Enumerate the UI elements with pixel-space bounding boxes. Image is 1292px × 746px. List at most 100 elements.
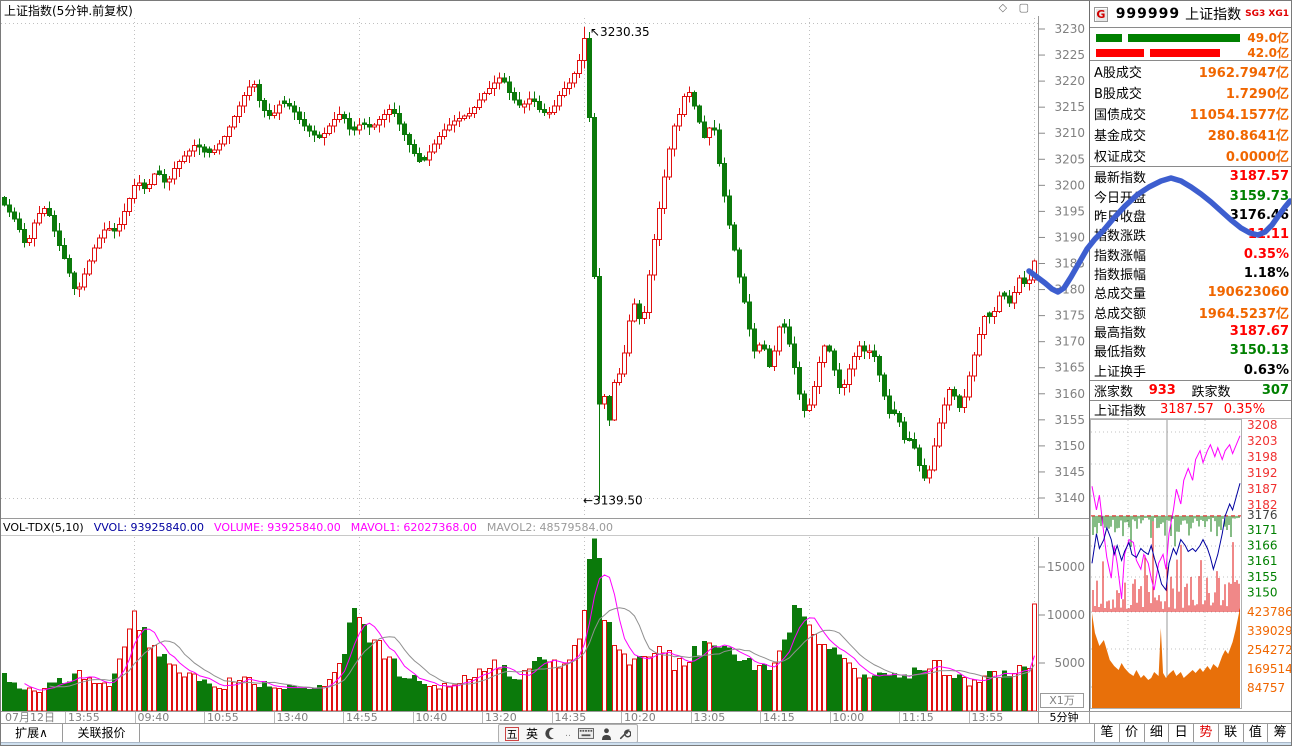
buy-sell-strength-bars: 49.0亿 42.0亿 xyxy=(1090,28,1291,61)
chart-corner-icons[interactable]: ◇ ▢ xyxy=(998,1,1033,14)
svg-text:3205: 3205 xyxy=(1054,152,1085,166)
row-label: 昨日收盘 xyxy=(1094,209,1147,225)
moon-icon[interactable] xyxy=(545,727,558,740)
stat-row: 今日开盘 3159.73 xyxy=(1090,187,1291,206)
stock-name: 上证指数 xyxy=(1185,7,1242,23)
row-value: 0.63% xyxy=(1243,362,1289,378)
svg-text:3192: 3192 xyxy=(1247,466,1278,480)
svg-text:3166: 3166 xyxy=(1247,539,1278,553)
row-value: 11.11 xyxy=(1247,227,1289,243)
svg-text:84757: 84757 xyxy=(1247,681,1285,695)
panel-tab-筹[interactable]: 筹 xyxy=(1267,724,1291,743)
svg-text:3215: 3215 xyxy=(1054,100,1085,114)
svg-text:←3139.50: ←3139.50 xyxy=(583,494,643,508)
mini-chart-pct: 0.35% xyxy=(1223,402,1266,417)
stat-row: 上证换手 0.63% xyxy=(1090,361,1291,380)
axis-time-label: 10:40 xyxy=(412,712,482,724)
stat-row: 最高指数 3187.67 xyxy=(1090,322,1291,342)
axis-time-label: 13:05 xyxy=(690,712,760,724)
row-value: 0.0000亿 xyxy=(1225,150,1289,165)
svg-text:3140: 3140 xyxy=(1054,491,1085,505)
panel-tab-势[interactable]: 势 xyxy=(1193,724,1218,743)
panel-tab-日[interactable]: 日 xyxy=(1168,724,1193,743)
svg-text:3171: 3171 xyxy=(1247,523,1278,537)
svg-text:3176: 3176 xyxy=(1247,508,1278,522)
wrench-icon[interactable] xyxy=(619,728,632,740)
row-label: 总成交量 xyxy=(1094,287,1147,303)
ime-wubi-button[interactable]: 五 xyxy=(505,726,519,741)
turnover-row: 国债成交 11054.1577亿 xyxy=(1090,104,1291,123)
indicator-label-4: MAVOL2: 48579584.00 xyxy=(486,521,614,534)
volume-chart[interactable]: 15000 10000 5000 xyxy=(1,537,1089,711)
mini-chart-name: 上证指数 xyxy=(1094,404,1147,419)
svg-text:3187: 3187 xyxy=(1247,482,1278,496)
stat-row: 指数涨跌 11.11 xyxy=(1090,225,1291,244)
axis-time-label: 14:55 xyxy=(343,712,412,724)
volume-indicator-header: VOL-TDX(5,10) VVOL: 93925840.00 VOLUME: 93… xyxy=(1,518,1089,536)
person-icon[interactable] xyxy=(601,727,612,740)
row-value: 190623060 xyxy=(1207,285,1289,301)
stock-tags: SG3 XG1 xyxy=(1245,9,1289,19)
svg-text:3170: 3170 xyxy=(1054,335,1085,349)
status-bar: 扩展∧ 关联报价 五 英 ‥ 笔价细日势联值筹 xyxy=(1,723,1291,743)
panel-tab-价[interactable]: 价 xyxy=(1118,724,1144,743)
row-label: 权证成交 xyxy=(1094,150,1147,165)
turnover-row: A股成交 1962.7947亿 xyxy=(1090,62,1291,81)
panel-tab-笔[interactable]: 笔 xyxy=(1094,724,1119,743)
row-value: 3187.57 xyxy=(1229,169,1289,185)
buy-bar-segment xyxy=(1096,33,1122,42)
svg-text:3182: 3182 xyxy=(1247,498,1278,512)
panel-tab-联[interactable]: 联 xyxy=(1217,724,1243,743)
stat-row: 昨日收盘 3176.46 xyxy=(1090,206,1291,225)
svg-text:3150: 3150 xyxy=(1247,585,1278,599)
panel-view-tabs: 笔价细日势联值筹 xyxy=(1094,724,1291,743)
volume-unit-label: X1万 xyxy=(1040,693,1084,708)
stat-row: 最低指数 3150.13 xyxy=(1090,341,1291,361)
ime-lang-button[interactable]: 英 xyxy=(526,727,539,741)
svg-text:3203: 3203 xyxy=(1247,434,1278,448)
indicator-label-1: VVOL: 93925840.00 xyxy=(93,521,205,534)
g-badge-button[interactable]: G xyxy=(1094,6,1108,22)
keyboard-icon[interactable] xyxy=(578,728,595,739)
indicator-label-2: VOLUME: 93925840.00 xyxy=(214,521,341,534)
row-label: 最新指数 xyxy=(1094,171,1147,187)
svg-text:3145: 3145 xyxy=(1054,465,1085,479)
axis-time-label: 09:40 xyxy=(134,712,204,724)
row-value: 3159.73 xyxy=(1229,188,1289,204)
row-value: 11054.1577亿 xyxy=(1189,108,1289,123)
svg-text:339029: 339029 xyxy=(1247,624,1292,638)
turnover-section: A股成交 1962.7947亿 B股成交 1.7290亿国债成交 11054.1577亿… xyxy=(1090,61,1291,167)
dots-icon[interactable]: ‥ xyxy=(565,728,572,739)
panel-tab-值[interactable]: 值 xyxy=(1242,724,1268,743)
svg-text:3198: 3198 xyxy=(1247,450,1278,464)
stat-row: 指数振幅 1.18% xyxy=(1090,264,1291,283)
sell-bar-segment xyxy=(1150,48,1220,57)
row-label: 最低指数 xyxy=(1094,345,1147,361)
extend-tab[interactable]: 扩展∧ xyxy=(1,724,63,743)
row-label: 最高指数 xyxy=(1094,326,1147,342)
row-label: 总成交额 xyxy=(1094,306,1147,322)
panel-tab-细[interactable]: 细 xyxy=(1143,724,1169,743)
svg-text:3220: 3220 xyxy=(1054,74,1085,88)
decliners-label: 跌家数 xyxy=(1191,385,1231,400)
indicator-label-3: MAVOL1: 62027368.00 xyxy=(350,521,477,534)
row-label: B股成交 xyxy=(1094,87,1142,102)
svg-text:3150: 3150 xyxy=(1054,439,1085,453)
row-value: 1.7290亿 xyxy=(1225,87,1289,102)
advancers-value: 933 xyxy=(1148,383,1176,398)
mini-trend-chart[interactable]: 3208 3203 3198 3192 3187 3182 3176 3171 3166 3161… xyxy=(1090,419,1292,709)
svg-text:3200: 3200 xyxy=(1054,178,1085,192)
stock-code: 999999 xyxy=(1115,6,1181,22)
axis-time-label: 10:20 xyxy=(621,712,690,724)
svg-text:3210: 3210 xyxy=(1054,126,1085,140)
sell-strength-value: 42.0亿 xyxy=(1247,46,1289,60)
row-value: 1962.7947亿 xyxy=(1198,66,1289,81)
row-label: 指数涨幅 xyxy=(1094,248,1147,264)
row-value: 3150.13 xyxy=(1229,343,1289,359)
linked-quote-tab[interactable]: 关联报价 xyxy=(64,724,140,743)
row-value: 280.8641亿 xyxy=(1207,129,1289,144)
svg-text:10000: 10000 xyxy=(1047,608,1085,622)
time-axis: 07月12日 13:55 09:40 10:55 13:40 14:55 10:40 13:2… xyxy=(1,711,1291,724)
price-chart[interactable]: 3230 3225 3220 3215 3210 3205 3200 3195 3190 3185… xyxy=(1,16,1089,518)
